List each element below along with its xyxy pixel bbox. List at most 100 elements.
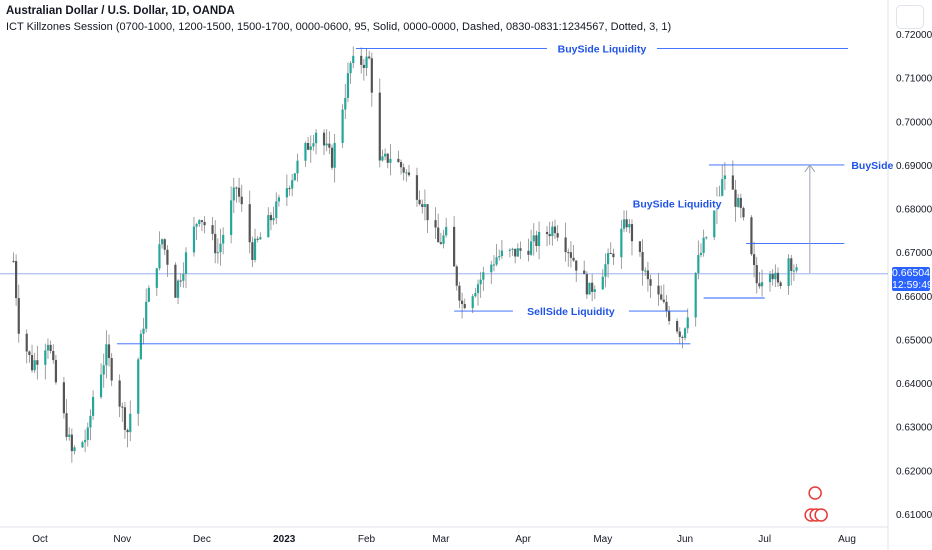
candle-body	[28, 351, 31, 356]
candle	[583, 260, 586, 275]
symbol-title[interactable]: Australian Dollar / U.S. Dollar, 1D, OAN…	[6, 5, 235, 17]
candle-body	[309, 146, 312, 150]
candle-body	[421, 204, 424, 208]
candle	[686, 308, 689, 334]
candle	[383, 148, 387, 161]
candle	[514, 248, 517, 264]
candle-body	[25, 333, 28, 352]
candle	[426, 204, 429, 234]
time-tick-label: Aug	[838, 534, 856, 545]
candle	[455, 264, 458, 291]
candle-body	[12, 260, 15, 262]
liquidity-level: BuySide Liquidity	[355, 41, 848, 56]
candle	[641, 239, 644, 286]
candle	[386, 152, 389, 169]
candle	[734, 179, 737, 222]
candle-body	[548, 234, 551, 237]
candle	[123, 401, 127, 439]
candle-body	[638, 241, 642, 252]
candle	[65, 399, 68, 441]
candle-body	[344, 97, 347, 110]
bar-countdown: 12:59:49	[892, 279, 932, 291]
candle-body	[771, 273, 774, 280]
candle	[548, 221, 551, 245]
candle	[346, 62, 350, 103]
candle-body	[259, 237, 262, 240]
event-flag-icon	[814, 508, 828, 522]
candle-body	[630, 224, 634, 242]
candle	[739, 193, 742, 219]
candle-body	[314, 132, 318, 144]
price-tick-label: 0.64000	[896, 379, 932, 390]
candle-body	[68, 434, 71, 437]
candle-body	[328, 143, 331, 148]
candle	[742, 206, 745, 221]
candle-body	[126, 429, 129, 433]
candle-body	[721, 179, 724, 196]
candle	[399, 159, 403, 175]
candle-body	[776, 272, 780, 283]
candle-body	[145, 301, 148, 329]
candle-body	[386, 153, 389, 163]
candle-body	[107, 344, 111, 359]
candle-body	[662, 299, 665, 302]
candle	[62, 376, 65, 419]
candle-body	[445, 226, 448, 236]
candle	[471, 293, 474, 314]
indicator-legend[interactable]: ICT Killzones Session (0700-1000, 1200-1…	[6, 21, 672, 33]
last-price-badge: 0.66504 12:59:49	[892, 267, 932, 291]
candle	[508, 248, 511, 258]
candle	[774, 264, 777, 288]
candle-body	[15, 261, 18, 299]
candle	[575, 260, 578, 282]
candle-body	[235, 187, 238, 189]
candle-body	[81, 442, 84, 448]
candle-body	[139, 333, 142, 360]
candle-body	[460, 300, 464, 304]
price-tick-label: 0.61000	[896, 510, 932, 521]
candle	[230, 186, 233, 244]
candle-body	[192, 226, 196, 253]
candle	[678, 327, 681, 345]
candle-body	[713, 210, 716, 238]
candle	[731, 160, 734, 190]
candle	[434, 207, 437, 240]
candle	[453, 216, 456, 267]
candle-body	[795, 267, 798, 271]
candle-body	[644, 270, 647, 272]
candle-body	[198, 220, 201, 225]
candle-body	[476, 284, 480, 294]
candle-body	[49, 344, 52, 352]
candle-body	[697, 254, 700, 274]
candle	[184, 247, 188, 289]
candle-body	[99, 374, 103, 398]
candle-body	[474, 293, 477, 297]
candle-body	[628, 224, 631, 228]
time-tick-label: Feb	[358, 534, 376, 545]
candle	[333, 133, 336, 183]
candle-body	[731, 175, 734, 190]
candle-body	[439, 242, 442, 244]
candle-body	[612, 253, 615, 258]
chart-settings-button[interactable]	[896, 5, 924, 29]
candle-body	[482, 272, 485, 280]
candle-body	[583, 270, 586, 275]
candle	[349, 61, 352, 85]
candle	[49, 340, 52, 354]
candle	[537, 221, 541, 260]
candle	[360, 47, 363, 74]
candle-body	[293, 173, 296, 181]
candle-body	[129, 413, 132, 433]
candle	[760, 269, 764, 297]
candle	[697, 240, 700, 280]
candle-body	[237, 187, 241, 197]
candle	[307, 137, 310, 151]
candle-body	[86, 427, 89, 440]
candle	[17, 284, 20, 343]
candle-body	[620, 228, 623, 258]
candle-body	[511, 248, 514, 250]
candle-body	[253, 238, 257, 261]
candle	[445, 217, 448, 238]
